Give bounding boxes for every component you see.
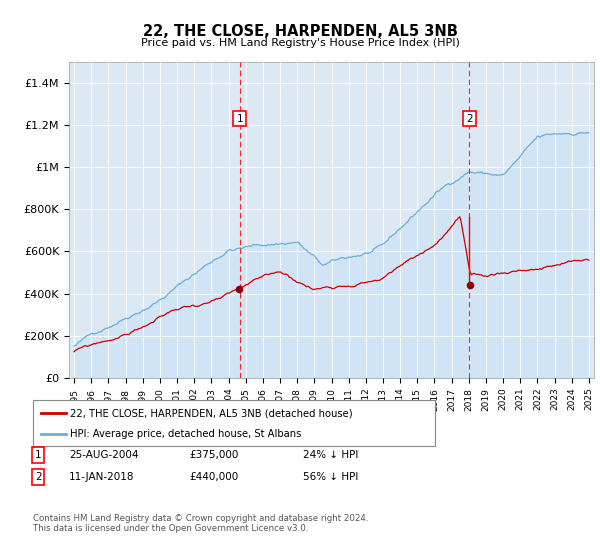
Text: £440,000: £440,000 [189, 472, 238, 482]
Text: 2: 2 [35, 472, 41, 482]
Point [234, 284, 244, 293]
Text: 22, THE CLOSE, HARPENDEN, AL5 3NB: 22, THE CLOSE, HARPENDEN, AL5 3NB [143, 24, 457, 39]
Point [465, 281, 475, 290]
Text: 22, THE CLOSE, HARPENDEN, AL5 3NB (detached house): 22, THE CLOSE, HARPENDEN, AL5 3NB (detac… [70, 408, 353, 418]
Text: 1: 1 [236, 114, 243, 124]
Text: 1: 1 [35, 450, 41, 460]
Text: 11-JAN-2018: 11-JAN-2018 [69, 472, 134, 482]
Text: 24% ↓ HPI: 24% ↓ HPI [303, 450, 358, 460]
Text: HPI: Average price, detached house, St Albans: HPI: Average price, detached house, St A… [70, 429, 302, 439]
Text: 2: 2 [466, 114, 473, 124]
Text: 56% ↓ HPI: 56% ↓ HPI [303, 472, 358, 482]
Text: 25-AUG-2004: 25-AUG-2004 [69, 450, 139, 460]
Text: £375,000: £375,000 [189, 450, 238, 460]
Text: Contains HM Land Registry data © Crown copyright and database right 2024.
This d: Contains HM Land Registry data © Crown c… [33, 514, 368, 534]
Text: Price paid vs. HM Land Registry's House Price Index (HPI): Price paid vs. HM Land Registry's House … [140, 38, 460, 48]
